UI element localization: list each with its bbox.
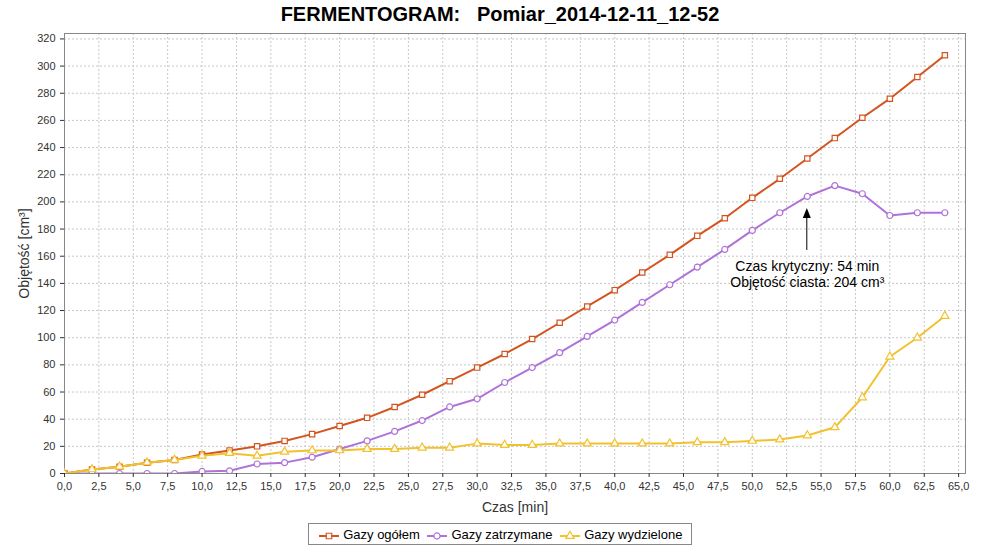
html-text:FERMENTOGRAM: Pomiar_2014-12-1: FERMENTOGRAM: Pomiar_2014-12-11_12-52 [280,3,720,25]
svg-text:120: 120 [37,304,55,316]
svg-text:40: 40 [43,413,55,425]
svg-text:62,5: 62,5 [914,480,935,492]
html-text:Gazy zatrzymane: Gazy zatrzymane [447,527,553,543]
svg-text:7,5: 7,5 [160,480,175,492]
svg-text:60: 60 [43,386,55,398]
svg-text:180: 180 [37,223,55,235]
svg-text:15,0: 15,0 [260,480,281,492]
svg-text:60,0: 60,0 [879,480,900,492]
svg-text:160: 160 [37,250,55,262]
svg-text:Czas [min]: Czas [min] [482,499,548,515]
svg-text:52,5: 52,5 [776,480,797,492]
svg-text:Czas krytyczny: 54 minObjętość: Czas krytyczny: 54 minObjętość ciasta: 2… [730,258,884,289]
html-text:Gazy ogółem: Gazy ogółem [339,527,420,543]
svg-text:260: 260 [37,114,55,126]
svg-text:22,5: 22,5 [363,480,384,492]
svg-text:42,5: 42,5 [638,480,659,492]
svg-text:0: 0 [49,467,55,479]
svg-text:12,5: 12,5 [226,480,247,492]
svg-text:50,0: 50,0 [742,480,763,492]
svg-text:40,0: 40,0 [604,480,625,492]
svg-text:10,0: 10,0 [191,480,212,492]
html-text:Gazy wydzielone: Gazy wydzielone [580,527,683,543]
svg-text:37,5: 37,5 [570,480,591,492]
svg-text:45,0: 45,0 [673,480,694,492]
svg-text:0,0: 0,0 [57,480,72,492]
svg-text:240: 240 [37,141,55,153]
svg-text:32,5: 32,5 [501,480,522,492]
svg-text:57,5: 57,5 [845,480,866,492]
svg-text:35,0: 35,0 [535,480,556,492]
svg-text:25,0: 25,0 [398,480,419,492]
svg-text:65,0: 65,0 [948,480,969,492]
svg-text:320: 320 [37,32,55,44]
svg-text:Objętość [cm³]: Objętość [cm³] [16,208,32,298]
svg-text:17,5: 17,5 [295,480,316,492]
svg-text:27,5: 27,5 [432,480,453,492]
svg-text:200: 200 [37,195,55,207]
svg-text:300: 300 [37,60,55,72]
svg-text:280: 280 [37,87,55,99]
svg-text:140: 140 [37,277,55,289]
svg-text:30,0: 30,0 [466,480,487,492]
svg-text:20,0: 20,0 [329,480,350,492]
svg-text:5,0: 5,0 [126,480,141,492]
svg-text:55,0: 55,0 [810,480,831,492]
svg-text:47,5: 47,5 [707,480,728,492]
svg-text:20: 20 [43,440,55,452]
svg-text:2,5: 2,5 [91,480,106,492]
svg-text:220: 220 [37,168,55,180]
svg-text:80: 80 [43,358,55,370]
svg-text:100: 100 [37,331,55,343]
